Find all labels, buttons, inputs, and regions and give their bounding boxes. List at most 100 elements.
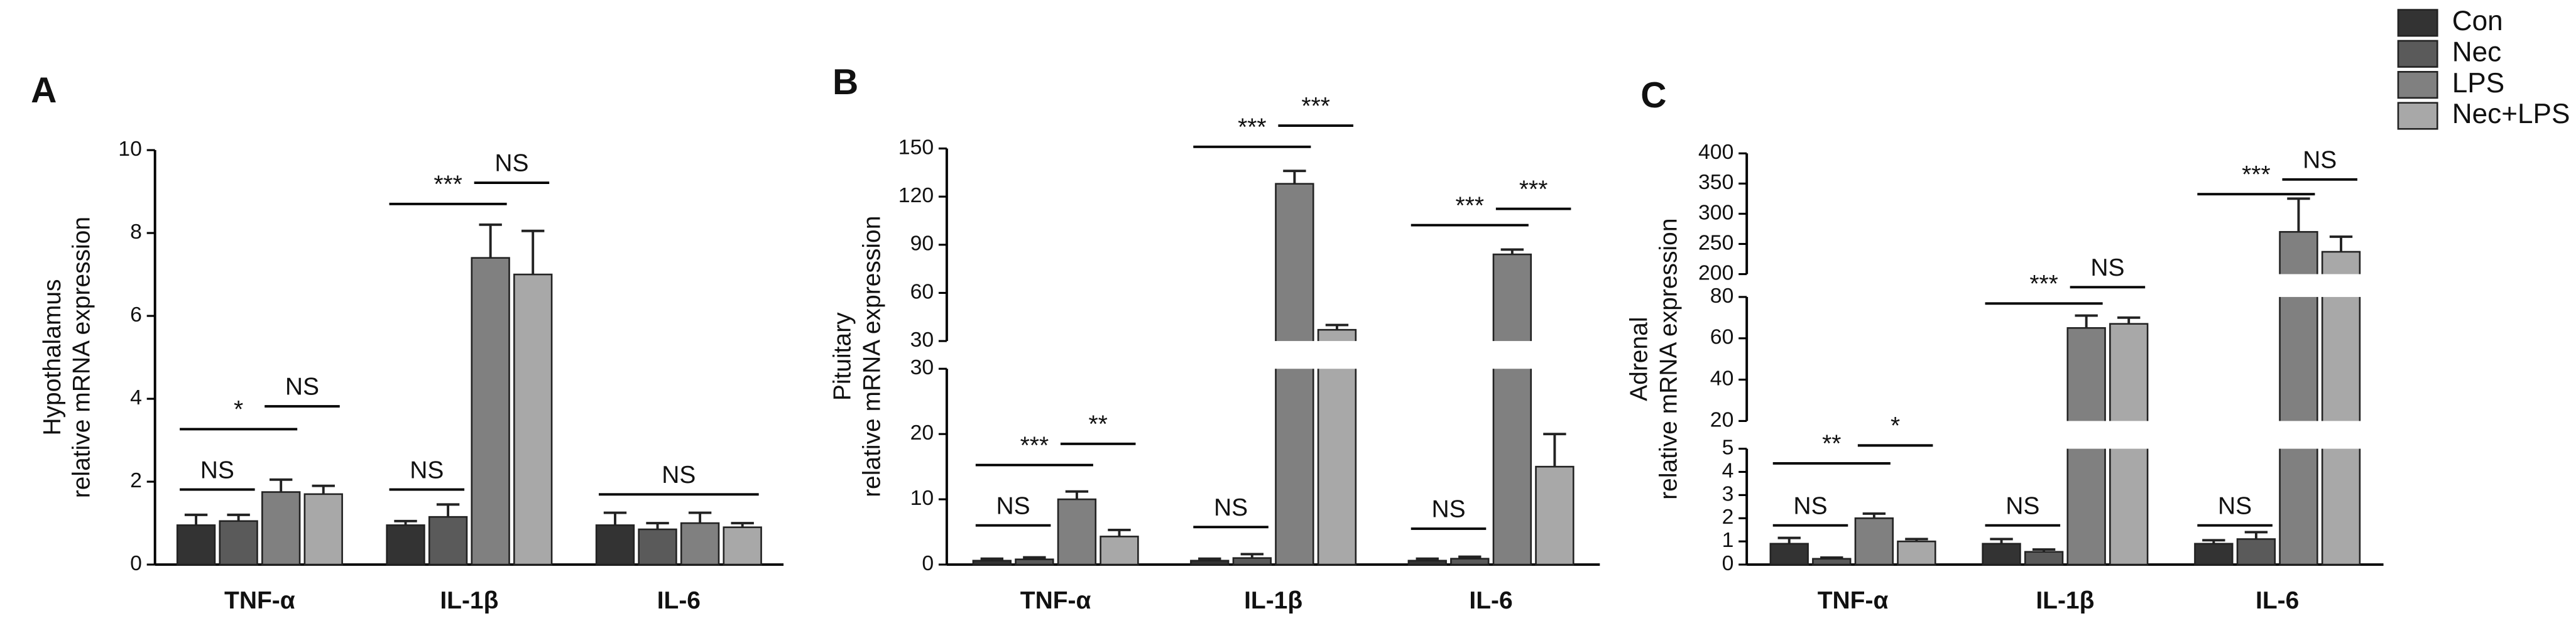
- error-bar: [603, 511, 627, 526]
- error-bar: [184, 513, 208, 526]
- y-tick-label: 90: [910, 232, 934, 256]
- axis-break: [948, 341, 1602, 369]
- legend-swatch: [2397, 102, 2438, 130]
- x-tick-label: IL-1β: [2036, 587, 2094, 614]
- error-bar: [1325, 323, 1349, 330]
- error-bar: [1108, 529, 1131, 537]
- significance-label: **: [1089, 411, 1108, 438]
- significance-label: ***: [1238, 114, 1266, 141]
- y-tick-label: 6: [130, 303, 142, 327]
- significance-label: ***: [1519, 176, 1547, 203]
- panel-letter: B: [832, 62, 858, 102]
- bar: [2194, 543, 2234, 566]
- error-bar: [1862, 512, 1886, 519]
- legend-label: LPS: [2452, 68, 2504, 99]
- significance-label: NS: [662, 462, 696, 489]
- y-tick-label: 8: [130, 220, 142, 244]
- significance-label: **: [1822, 431, 1841, 458]
- significance-label: NS: [1793, 492, 1827, 519]
- significance-label: *: [1891, 413, 1900, 440]
- significance-label: NS: [2218, 492, 2252, 519]
- y-tick-label: 4: [130, 386, 142, 409]
- y-tick-label: 0: [922, 551, 934, 575]
- error-bar: [980, 557, 1004, 561]
- y-tick-label: 2: [130, 468, 142, 492]
- y-axis-label: Adrenal: [1626, 316, 1653, 401]
- y-axis-label: Hypothalamus: [39, 279, 66, 436]
- error-bar: [2287, 197, 2310, 232]
- legend-swatch: [2397, 9, 2438, 37]
- error-bar: [1198, 557, 1221, 561]
- x-tick-label: TNF-α: [1020, 587, 1091, 614]
- y-tick-label: 120: [898, 183, 934, 207]
- error-bar: [1283, 170, 1306, 184]
- axis-break: [1748, 274, 2386, 297]
- significance-label: *: [234, 396, 243, 423]
- legend-label: Con: [2452, 6, 2503, 36]
- y-tick-label: 80: [1710, 284, 1734, 308]
- bar: [261, 491, 301, 566]
- y-tick-label: 5: [1722, 435, 1734, 459]
- bar: [176, 524, 216, 566]
- y-axis-label: relative mRNA expression: [68, 217, 96, 498]
- bar: [1100, 536, 1139, 566]
- bar: [1535, 465, 1575, 566]
- error-bar: [312, 484, 335, 494]
- error-bar: [1905, 538, 1928, 542]
- significance-label: ***: [434, 171, 462, 198]
- bar: [386, 524, 425, 566]
- bar: [2321, 251, 2361, 566]
- y-tick-label: 300: [1698, 200, 1733, 224]
- y-axis-label: Pituitary: [829, 312, 856, 401]
- bar: [1407, 560, 1447, 566]
- error-bar: [2244, 531, 2268, 539]
- error-bar: [479, 223, 502, 258]
- error-bar: [1500, 248, 1524, 255]
- bar: [680, 522, 720, 566]
- panel-letter: A: [31, 70, 57, 111]
- bar: [471, 257, 510, 566]
- significance-label: ***: [1456, 192, 1485, 219]
- bar: [1982, 543, 2021, 566]
- x-tick-label: IL-6: [657, 587, 701, 614]
- y-tick-label: 40: [1710, 366, 1734, 390]
- error-bar: [227, 513, 250, 521]
- legend-label: Nec+LPS: [2452, 99, 2570, 129]
- bar: [1492, 253, 1532, 566]
- error-bar: [2032, 548, 2056, 552]
- error-bar: [1065, 490, 1089, 500]
- bar: [513, 273, 553, 566]
- y-tick-label: 350: [1698, 170, 1733, 194]
- y-tick-label: 30: [910, 355, 934, 379]
- error-bar: [269, 478, 293, 492]
- bar: [723, 526, 762, 566]
- x-tick-label: TNF-α: [1818, 587, 1889, 614]
- error-bar: [731, 522, 754, 527]
- legend-label: Nec: [2452, 36, 2502, 67]
- y-tick-label: 30: [910, 328, 934, 352]
- x-tick-label: IL-1β: [440, 587, 498, 614]
- y-tick-label: 0: [130, 551, 142, 575]
- error-bar: [1416, 557, 1439, 561]
- bar: [1854, 517, 1894, 566]
- error-bar: [1543, 433, 1566, 467]
- bar: [2236, 538, 2276, 566]
- y-tick-label: 400: [1698, 140, 1733, 164]
- legend-swatch: [2397, 40, 2438, 68]
- bar: [1317, 328, 1357, 566]
- significance-label: ***: [1020, 432, 1049, 459]
- error-bar: [2329, 235, 2353, 252]
- significance-label: NS: [200, 457, 234, 484]
- error-bar: [646, 522, 669, 529]
- bar: [1897, 540, 1936, 566]
- bar: [1812, 558, 1852, 566]
- bar: [972, 560, 1012, 566]
- bar: [1232, 557, 1272, 566]
- bar: [595, 524, 635, 566]
- bar: [428, 516, 468, 566]
- y-tick-label: 1: [1722, 528, 1734, 552]
- bar: [1769, 543, 1809, 566]
- error-bar: [521, 229, 545, 275]
- significance-label: NS: [2006, 492, 2039, 519]
- bar: [1450, 558, 1490, 566]
